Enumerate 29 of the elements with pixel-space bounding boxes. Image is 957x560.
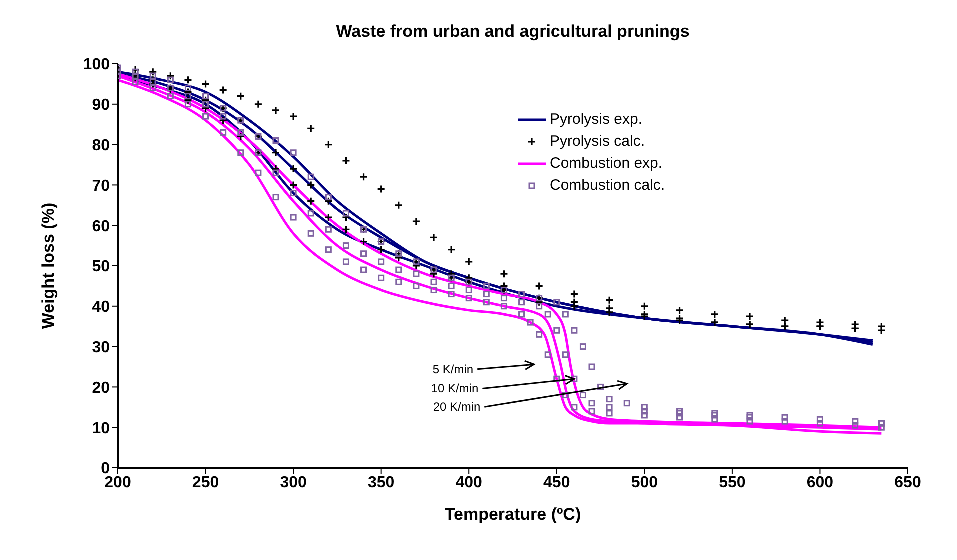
y-tick-label: 20 xyxy=(92,380,110,397)
annotation: 5 K/min xyxy=(432,362,474,376)
x-tick-label: 650 xyxy=(894,474,922,492)
legend-label: Combustion exp. xyxy=(550,154,663,174)
x-tick-label: 500 xyxy=(631,474,658,492)
y-axis-title: Weight loss (%) xyxy=(39,202,58,330)
y-tick-label: 80 xyxy=(92,137,110,154)
y-tick-label: 50 xyxy=(92,258,110,276)
legend-label: Pyrolysis calc. xyxy=(550,132,646,152)
y-tick-label: 30 xyxy=(92,339,110,356)
y-tick-label: 100 xyxy=(83,56,110,74)
annotation: 10 K/min xyxy=(431,382,479,396)
x-tick-label: 450 xyxy=(544,474,570,492)
y-tick-label: 10 xyxy=(92,420,110,438)
y-tick-label: 60 xyxy=(92,218,110,236)
x-axis-title: Temperature (ºC) xyxy=(444,505,582,524)
x-tick-label: 350 xyxy=(368,474,395,492)
x-tick-label: 400 xyxy=(456,474,483,492)
y-tick-label: 40 xyxy=(92,299,110,316)
x-tick-label: 600 xyxy=(806,474,834,492)
x-tick-label: 300 xyxy=(280,474,307,492)
x-tick-label: 250 xyxy=(192,474,220,492)
x-tick-label: 550 xyxy=(719,474,746,492)
y-tick-label: 70 xyxy=(92,178,110,195)
legend-label: Combustion calc. xyxy=(550,176,666,196)
annotation: 20 K/min xyxy=(433,400,481,414)
legend-label: Pyrolysis exp. xyxy=(550,110,643,130)
y-tick-label: 90 xyxy=(92,97,110,114)
chart-title: Waste from urban and agricultural prunings xyxy=(335,22,691,42)
